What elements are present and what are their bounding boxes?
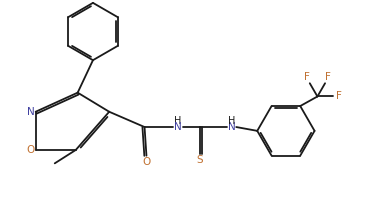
Text: N: N xyxy=(27,107,34,117)
Text: N: N xyxy=(227,122,235,132)
Text: F: F xyxy=(326,72,331,82)
Text: O: O xyxy=(143,157,150,167)
Text: S: S xyxy=(197,155,203,166)
Text: O: O xyxy=(26,145,35,155)
Text: H: H xyxy=(228,116,235,126)
Text: F: F xyxy=(303,72,309,82)
Text: F: F xyxy=(337,92,342,101)
Text: N: N xyxy=(174,122,182,132)
Text: H: H xyxy=(174,116,182,126)
